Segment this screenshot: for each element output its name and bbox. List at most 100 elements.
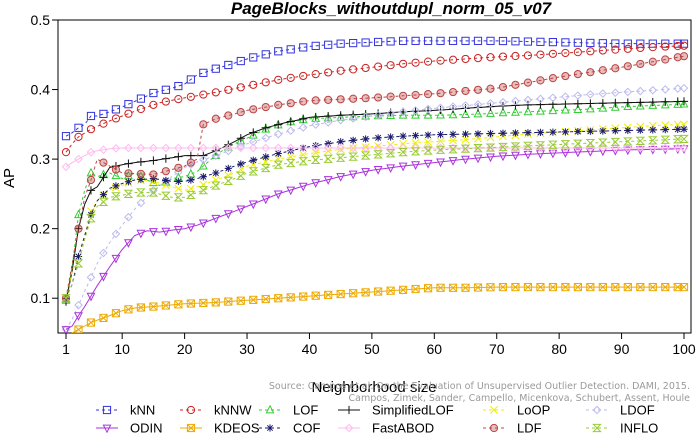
- point-fastabod: [161, 143, 171, 153]
- point-ldf: [679, 52, 689, 61]
- point-lof: [86, 167, 96, 177]
- point-fastabod: [236, 143, 246, 153]
- x-tick-label: 90: [614, 341, 630, 357]
- point-odin: [610, 146, 620, 156]
- point-simplifiedlof: [161, 154, 170, 163]
- point-cof: [224, 164, 232, 172]
- point-knnw: [299, 71, 308, 81]
- point-odin: [223, 210, 233, 219]
- point-knnw: [224, 85, 233, 94]
- point-ldof: [511, 96, 520, 106]
- y-tick-label: 0.3: [31, 151, 51, 167]
- point-knn: [586, 38, 595, 48]
- point-lof: [423, 109, 433, 119]
- legend-marker-inflo: [592, 423, 602, 433]
- point-odin: [148, 228, 158, 237]
- point-odin: [411, 161, 420, 170]
- point-cof: [212, 169, 220, 177]
- point-fastabod: [136, 143, 146, 153]
- point-kdeos: [161, 301, 170, 310]
- point-ldof: [273, 129, 283, 139]
- point-cof: [424, 131, 432, 139]
- point-knnw: [398, 59, 408, 68]
- point-knn: [461, 36, 470, 45]
- point-simplifiedlof: [423, 106, 433, 115]
- point-ldof: [561, 92, 570, 101]
- point-ldf: [299, 97, 308, 106]
- point-ldof: [635, 86, 645, 96]
- legend-item-cof: COF: [259, 421, 321, 434]
- point-simplifiedlof: [679, 97, 689, 106]
- point-ldof: [348, 114, 358, 123]
- point-kdeos: [623, 282, 632, 292]
- point-knnw: [99, 119, 108, 128]
- point-simplifiedlof: [573, 99, 582, 108]
- point-ldf: [211, 114, 220, 123]
- point-inflo: [235, 171, 246, 180]
- point-lof: [436, 109, 445, 119]
- point-ldof: [598, 89, 608, 98]
- series-line-ldf: [65, 55, 685, 299]
- point-simplifiedlof: [286, 117, 295, 126]
- point-cof: [674, 125, 682, 133]
- point-cof: [649, 126, 657, 134]
- point-lof: [323, 112, 333, 122]
- point-ldof: [523, 95, 533, 105]
- point-cof: [99, 190, 108, 199]
- point-fastabod: [223, 143, 233, 153]
- x-tick-label: 50: [364, 341, 380, 357]
- point-odin: [211, 214, 221, 224]
- point-inflo: [223, 176, 234, 186]
- point-ldf: [411, 90, 420, 100]
- point-lof: [74, 209, 83, 219]
- legend-marker-knnw: [186, 405, 196, 415]
- point-lof: [461, 109, 470, 118]
- point-simplifiedlof: [124, 159, 133, 168]
- point-inflo: [98, 197, 109, 206]
- point-knnw: [211, 88, 220, 97]
- point-knnw: [511, 51, 520, 61]
- point-kdeos: [361, 288, 370, 297]
- point-cof: [486, 129, 495, 138]
- point-odin: [573, 148, 583, 158]
- point-knn: [74, 123, 83, 132]
- point-kdeos: [398, 285, 408, 294]
- point-kdeos: [523, 282, 533, 292]
- point-knn: [536, 37, 545, 46]
- point-fastabod: [86, 147, 96, 157]
- point-cof: [337, 138, 345, 146]
- point-inflo: [161, 191, 171, 200]
- point-knn: [261, 50, 270, 59]
- point-kdeos: [636, 282, 645, 292]
- point-simplifiedlof: [623, 98, 632, 107]
- point-knn: [523, 37, 533, 46]
- legend-label-cof: COF: [293, 421, 321, 434]
- legend-item-ldof: LDOF: [586, 403, 655, 418]
- legend-item-knnw: kNNW: [180, 403, 252, 418]
- legend-item-odin: ODIN: [96, 421, 163, 434]
- point-knn: [498, 36, 508, 46]
- point-inflo: [535, 141, 546, 150]
- point-knnw: [286, 73, 295, 82]
- point-lof: [536, 105, 545, 115]
- series-ldf: [61, 52, 689, 303]
- point-inflo: [460, 144, 471, 153]
- point-odin: [236, 205, 246, 215]
- point-ldof: [99, 248, 108, 258]
- point-fastabod: [124, 143, 133, 153]
- point-inflo: [485, 143, 496, 152]
- point-ldf: [548, 74, 558, 83]
- point-inflo: [448, 145, 458, 154]
- point-kdeos: [311, 291, 320, 300]
- point-lof: [560, 104, 570, 114]
- point-inflo: [523, 141, 533, 150]
- point-ldof: [611, 88, 620, 98]
- point-cof: [187, 176, 195, 184]
- point-lof: [679, 98, 689, 108]
- point-knn: [224, 60, 233, 70]
- legend: kNN kNNW LOF SimplifiedLOF LoOP LDOF ODIN KDEOS…: [96, 403, 658, 434]
- point-ldof: [86, 273, 96, 282]
- point-cof: [262, 153, 270, 161]
- series-line-loop: [65, 123, 685, 299]
